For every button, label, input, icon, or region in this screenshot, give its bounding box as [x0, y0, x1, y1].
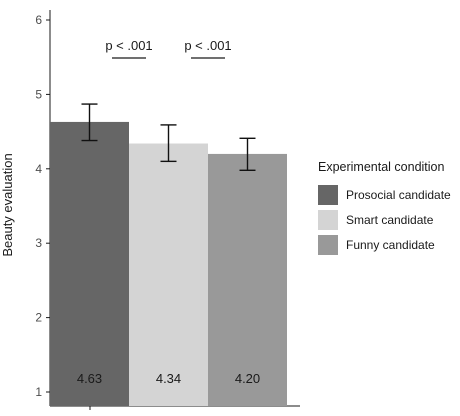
significance-label: p < .001 — [105, 38, 152, 53]
bar-value-label: 4.20 — [235, 371, 260, 386]
y-tick-label: 4 — [35, 162, 42, 176]
legend-item: Smart candidate — [318, 207, 451, 232]
bars — [50, 121, 287, 406]
y-tick-label: 3 — [35, 236, 42, 250]
bar-smart-candidate — [129, 143, 208, 406]
significance-label: p < .001 — [184, 38, 231, 53]
significance-annotations: p < .001 p < .001 — [105, 38, 232, 59]
legend-swatch — [318, 234, 338, 255]
legend-title: Experimental condition — [318, 160, 445, 174]
y-axis-title: Beauty evaluation — [0, 153, 15, 256]
legend-items: Prosocial candidate Smart candidate Funny … — [318, 182, 451, 257]
y-tick-label: 6 — [35, 13, 42, 27]
y-tick-label: 5 — [35, 87, 42, 101]
legend-swatch — [318, 184, 338, 205]
legend-swatch — [318, 209, 338, 230]
bar-funny-candidate — [208, 153, 287, 406]
bar-value-label: 4.63 — [77, 371, 102, 386]
bar-prosocial-candidate — [50, 121, 129, 406]
legend-item: Funny candidate — [318, 232, 451, 257]
y-tick-label: 1 — [35, 385, 42, 399]
legend: Experimental condition Prosocial candida… — [318, 160, 451, 257]
legend-label: Smart candidate — [346, 212, 434, 227]
legend-label: Prosocial candidate — [346, 187, 451, 202]
bar-value-label: 4.34 — [156, 371, 181, 386]
legend-item: Prosocial candidate — [318, 182, 451, 207]
y-tick-label: 2 — [35, 311, 42, 325]
value-labels: 4.63 4.34 4.20 — [77, 371, 260, 386]
error-bars — [81, 103, 256, 171]
legend-label: Funny candidate — [346, 237, 435, 252]
